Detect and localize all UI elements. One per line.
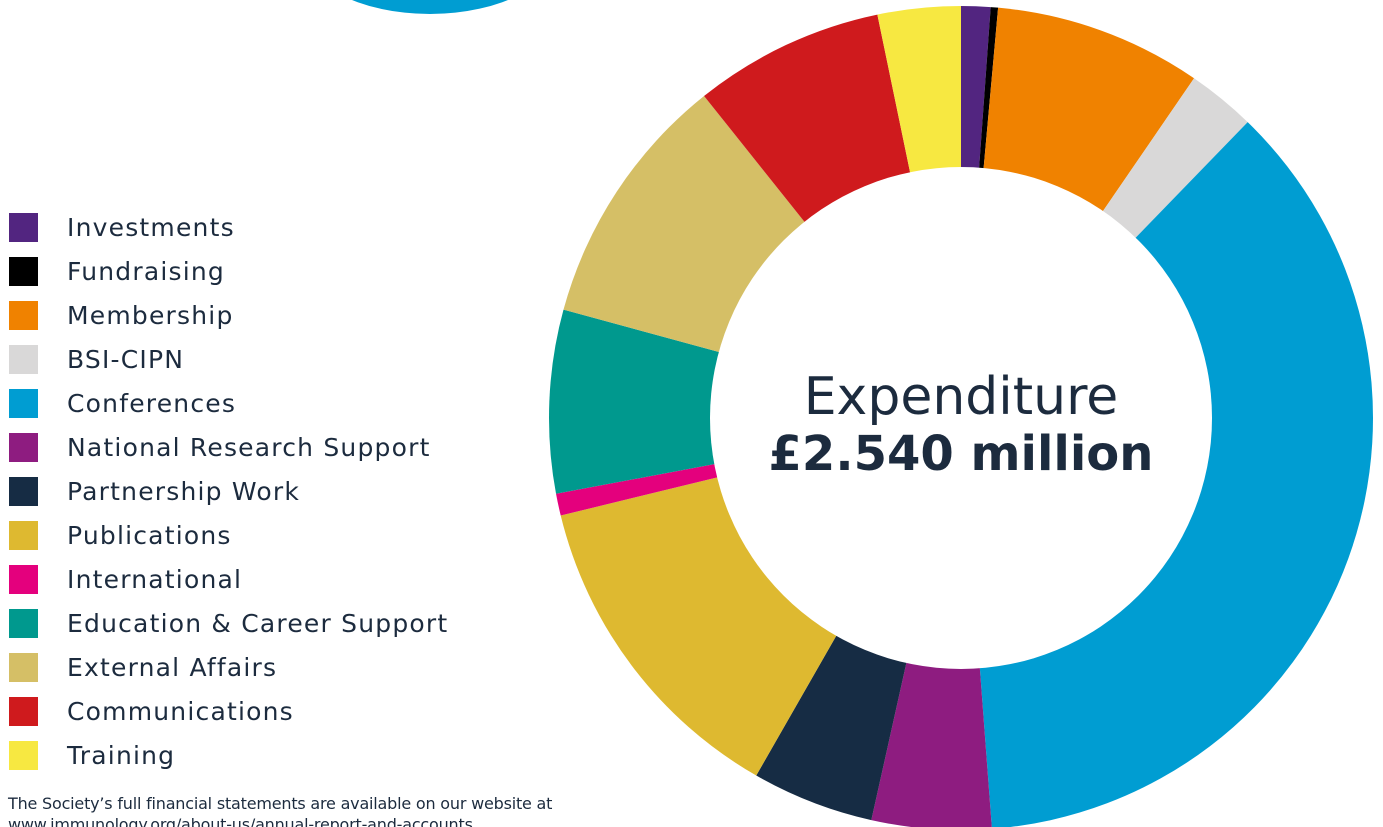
legend-swatch — [9, 564, 38, 594]
legend-item-training: Training — [9, 733, 448, 777]
legend-swatch — [9, 608, 38, 638]
donut-hole — [710, 167, 1212, 669]
legend-label: International — [67, 564, 243, 594]
legend-swatch — [9, 476, 38, 506]
legend-label: Investments — [67, 212, 235, 242]
legend-swatch — [9, 740, 38, 770]
legend-item-investments: Investments — [9, 205, 448, 249]
legend-swatch — [9, 432, 38, 462]
legend-label: Publications — [67, 520, 232, 550]
legend-item-international: International — [9, 557, 448, 601]
chart-title: Expenditure — [804, 367, 1119, 427]
legend-swatch — [9, 212, 38, 242]
chart-legend: Investments Fundraising Membership BSI-C… — [9, 205, 448, 777]
legend-swatch — [9, 256, 38, 286]
legend-swatch — [9, 344, 38, 374]
legend-item-national-research-support: National Research Support — [9, 425, 448, 469]
legend-swatch — [9, 388, 38, 418]
legend-label: Fundraising — [67, 256, 225, 286]
legend-label: BSI-CIPN — [67, 344, 185, 374]
legend-item-external-affairs: External Affairs — [9, 645, 448, 689]
legend-label: Training — [67, 740, 176, 770]
legend-label: Partnership Work — [67, 476, 300, 506]
legend-label: Communications — [67, 696, 294, 726]
legend-item-conferences: Conferences — [9, 381, 448, 425]
legend-swatch — [9, 696, 38, 726]
legend-item-education-career-support: Education & Career Support — [9, 601, 448, 645]
legend-item-publications: Publications — [9, 513, 448, 557]
legend-item-bsi-cipn: BSI-CIPN — [9, 337, 448, 381]
legend-label: Membership — [67, 300, 234, 330]
legend-item-communications: Communications — [9, 689, 448, 733]
legend-label: External Affairs — [67, 652, 278, 682]
footnote: The Society’s full financial statements … — [8, 794, 553, 827]
legend-item-fundraising: Fundraising — [9, 249, 448, 293]
chart-total: £2.540 million — [769, 426, 1154, 482]
legend-item-partnership-work: Partnership Work — [9, 469, 448, 513]
legend-swatch — [9, 300, 38, 330]
legend-swatch — [9, 520, 38, 550]
legend-label: Education & Career Support — [67, 608, 449, 638]
legend-label: National Research Support — [67, 432, 431, 462]
legend-item-membership: Membership — [9, 293, 448, 337]
legend-label: Conferences — [67, 388, 237, 418]
legend-swatch — [9, 652, 38, 682]
